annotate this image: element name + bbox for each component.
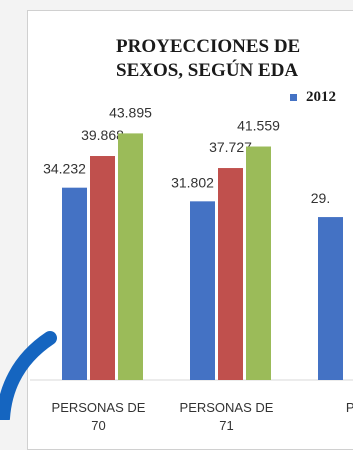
x-tick-label-2: PERSONAS DE 71 — [180, 400, 274, 433]
chart-title: PROYECCIONES DE SEXOS, SEGÚN EDA — [116, 36, 301, 81]
legend-swatch-2012 — [290, 94, 297, 102]
legend-label-2012: 2012 — [306, 89, 336, 105]
bar-series3-cat2 — [246, 146, 271, 380]
bar-series1-cat2 — [190, 201, 215, 380]
bar-series1-cat3 — [318, 217, 343, 380]
bar-series2-cat1 — [90, 156, 115, 380]
x-tick-label-1: PERSONAS DE 70 — [52, 400, 146, 433]
data-label-series2-cat2: 37.727 — [209, 139, 252, 155]
bar-series1-cat1 — [62, 187, 87, 380]
bar-series3-cat1 — [118, 133, 143, 380]
data-label-series1-cat1: 34.232 — [43, 161, 86, 177]
bar-series2-cat2 — [218, 168, 243, 380]
data-label-series2-cat1: 39.868 — [81, 127, 124, 143]
legend: 2012 — [290, 89, 336, 106]
data-label-series3-cat1: 43.895 — [109, 104, 152, 120]
x-tick-label-3: PE — [346, 400, 353, 415]
data-label-series1-cat2: 31.802 — [171, 174, 214, 190]
data-label-series1-cat3: 29. — [311, 190, 330, 206]
data-label-series3-cat2: 41.559 — [237, 118, 280, 134]
decorative-blue-arc — [0, 331, 57, 420]
